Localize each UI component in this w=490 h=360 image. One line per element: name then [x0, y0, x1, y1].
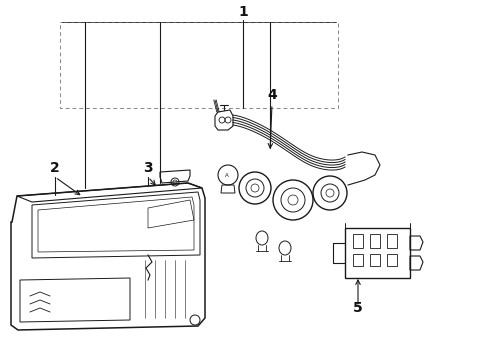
Text: 3: 3: [143, 161, 153, 175]
Bar: [345, 228, 410, 278]
Bar: [60, 22, 338, 108]
Text: 4: 4: [267, 88, 277, 102]
Bar: [370, 254, 380, 266]
Bar: [353, 234, 363, 248]
Text: A: A: [225, 172, 229, 177]
Text: 2: 2: [50, 161, 60, 175]
Text: 1: 1: [238, 5, 248, 19]
Bar: [387, 234, 397, 248]
Bar: [387, 254, 397, 266]
Bar: [370, 234, 380, 248]
Text: 5: 5: [353, 301, 363, 315]
Bar: [353, 254, 363, 266]
